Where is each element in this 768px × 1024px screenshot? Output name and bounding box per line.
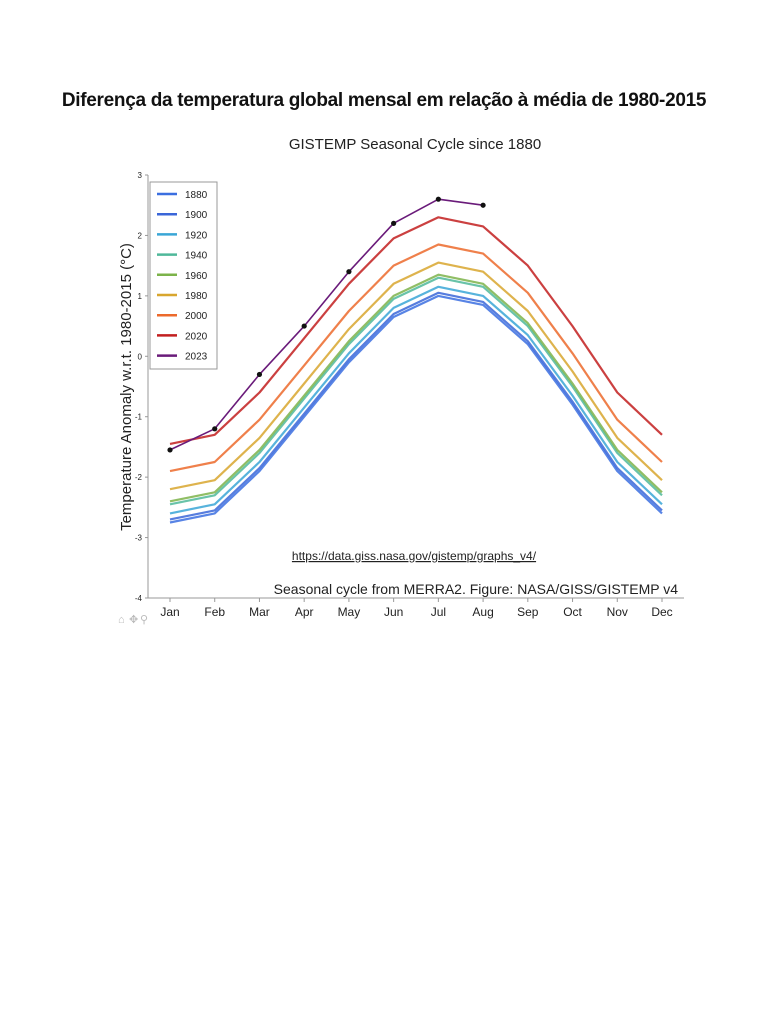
series-2023-point [256, 371, 263, 378]
legend-label-1880: 1880 [185, 190, 208, 201]
series-2023-markers [167, 196, 486, 453]
legend-label-1900: 1900 [185, 210, 208, 221]
legend-label-1960: 1960 [185, 271, 208, 282]
y-tick-label: -3 [135, 534, 143, 543]
legend-label-1940: 1940 [185, 251, 208, 262]
series-2023-point [301, 323, 307, 329]
series-line-1880 [169, 294, 663, 524]
series-line-1940 [169, 276, 663, 506]
home-icon[interactable]: ⌂ [118, 614, 125, 626]
y-tick-label: -4 [135, 594, 143, 603]
series-lines [169, 198, 663, 524]
legend-label-2020: 2020 [185, 331, 208, 342]
source-link[interactable]: https://data.giss.nasa.gov/gistemp/graph… [292, 549, 537, 563]
figure-credit: Seasonal cycle from MERRA2. Figure: NASA… [274, 581, 679, 597]
y-axis-label: Temperature Anomaly w.r.t. 1980-2015 (°C… [118, 243, 135, 531]
x-tick-label-mar: Mar [249, 605, 270, 619]
series-line-2020 [169, 216, 663, 445]
series-2023-point [480, 202, 486, 208]
chart-legend: 1880 1900 1920 1940 1960 1980 2000 2020 2023 [149, 181, 218, 370]
series-line-2000 [169, 243, 663, 473]
series-2023-point [167, 447, 173, 453]
x-tick-label-jul: Jul [431, 605, 446, 619]
x-tick-label-may: May [338, 605, 361, 619]
series-line-1960 [169, 273, 663, 503]
y-tick-label: -2 [135, 473, 143, 482]
pan-icon[interactable]: ✥ [129, 614, 138, 626]
series-line-1920 [169, 285, 663, 515]
x-tick-label-oct: Oct [563, 605, 582, 619]
x-tick-label-aug: Aug [472, 605, 493, 619]
legend-label-2000: 2000 [185, 311, 208, 322]
series-line-2023 [169, 198, 484, 451]
y-tick-label: 0 [138, 352, 143, 361]
series-2023-point [212, 426, 218, 432]
series-2023-point [435, 196, 441, 202]
zoom-icon[interactable]: ⚲ [140, 614, 148, 626]
y-tick-label: -1 [135, 413, 143, 422]
chart-title: GISTEMP Seasonal Cycle since 1880 [289, 136, 541, 153]
x-tick-label-nov: Nov [607, 605, 628, 619]
x-tick-label-apr: Apr [295, 605, 314, 619]
x-tick-label-sep: Sep [517, 605, 539, 619]
x-tick-label-jan: Jan [160, 605, 179, 619]
series-line-1900 [169, 291, 663, 521]
y-tick-label: 3 [138, 171, 143, 180]
x-tick-label-dec: Dec [651, 605, 672, 619]
legend-label-2023: 2023 [185, 352, 208, 363]
series-2023-point [391, 220, 397, 226]
y-tick-label: 1 [138, 292, 143, 301]
chart-axes: 3 2 1 0 -1 -2 -3 -4 Jan Feb Mar Apr May Jun Jul Aug Sep O… [135, 171, 684, 619]
legend-label-1920: 1920 [185, 230, 208, 241]
series-2023-point [346, 269, 352, 275]
y-tick-label: 2 [138, 231, 143, 240]
source-link-text[interactable]: https://data.giss.nasa.gov/gistemp/graph… [292, 549, 537, 563]
document-title: Diferença da temperatura global mensal e… [61, 90, 707, 111]
x-tick-label-jun: Jun [384, 605, 403, 619]
legend-label-1980: 1980 [185, 291, 208, 302]
series-line-1980 [169, 261, 663, 491]
chart-toolbar-icons[interactable]: ⌂ ✥ ⚲ [118, 614, 148, 626]
x-tick-label-feb: Feb [204, 605, 225, 619]
